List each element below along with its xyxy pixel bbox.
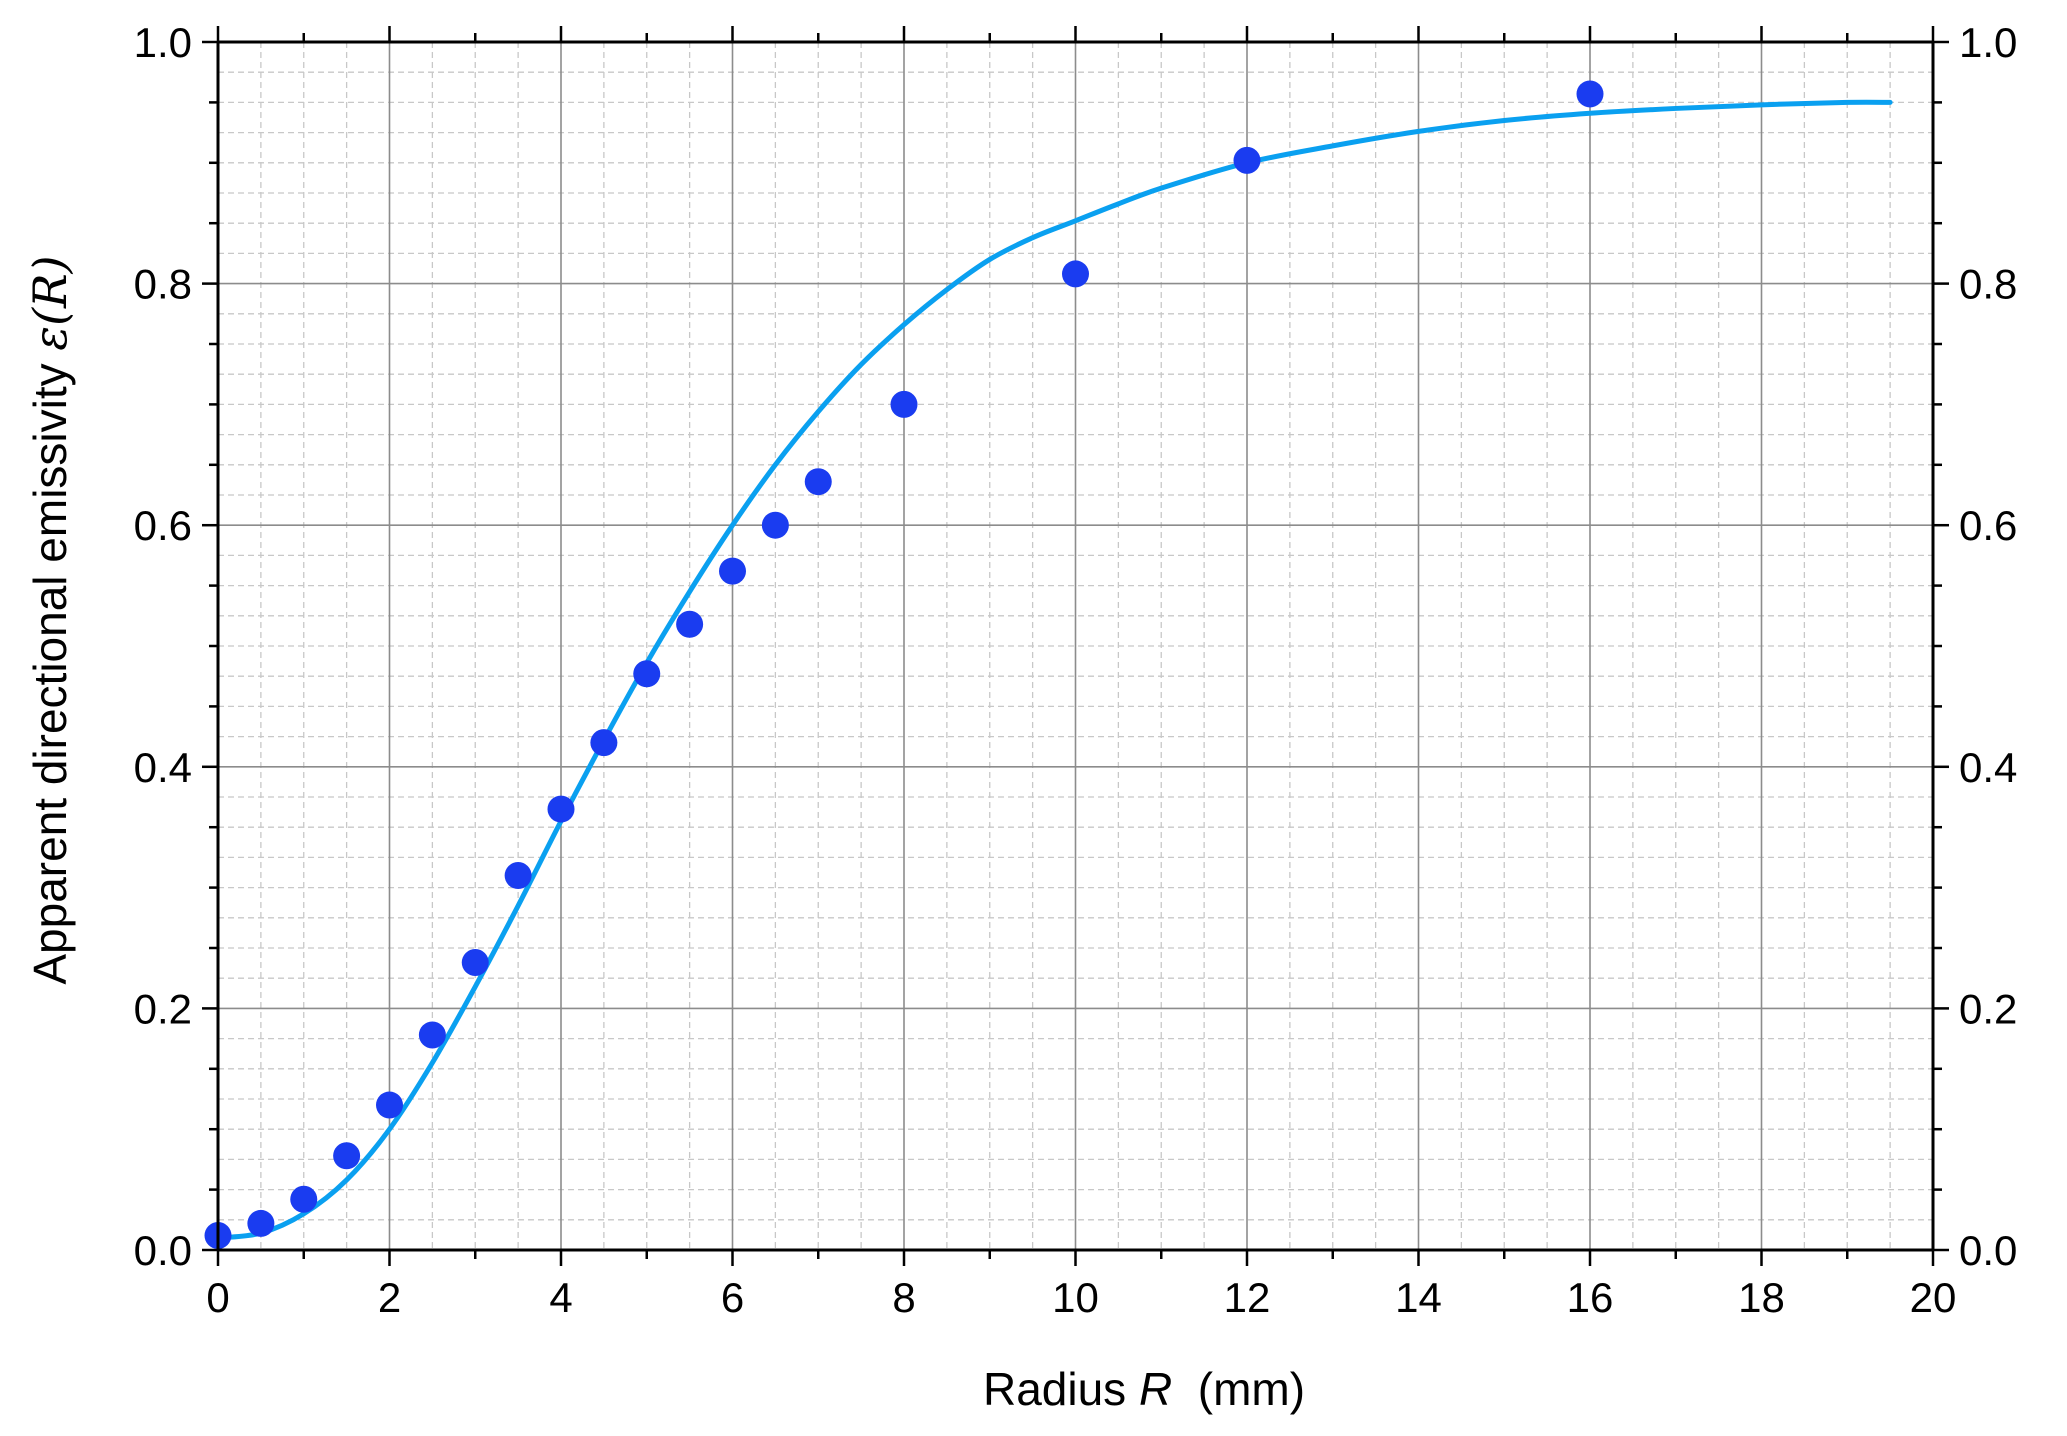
x-tick-label: 0 [206,1274,229,1321]
data-point [804,468,832,496]
data-point [376,1091,403,1119]
x-tick-label: 18 [1738,1274,1785,1321]
data-point [590,729,618,757]
data-point [1062,260,1089,288]
tick-labels: 0 2 4 6 8 10 12 14 16 18 200.0 0.00.2 0.20.4 0.40.6 0.… [134,19,2018,1321]
x-tick-label: 8 [892,1274,915,1321]
fit-curve [215,99,1893,1241]
grid [218,42,1933,1250]
fit-curve-layer [215,99,1893,1241]
x-tick-label: 10 [1052,1274,1099,1321]
x-axis-title: Radius R (mm) [983,1363,1305,1415]
y-tick-label: 0.2 [134,985,192,1032]
data-point [290,1185,318,1213]
y-tick-label-right: 0.6 [1959,502,2017,549]
y-tick-label-right: 0.8 [1959,261,2017,308]
data-point [547,795,575,823]
x-tick-label: 6 [721,1274,744,1321]
data-point [504,862,532,890]
x-tick-label: 4 [549,1274,572,1321]
data-point [1233,146,1261,174]
y-tick-label-right: 0.2 [1959,985,2017,1032]
x-tick-label: 14 [1395,1274,1442,1321]
y-axis-title: Apparent directional emissivity ε(R) [23,255,77,984]
data-point [418,1021,446,1049]
data-point [247,1209,275,1237]
y-tick-label: 1.0 [134,19,192,66]
y-tick-label-right: 0.4 [1959,744,2017,791]
y-tick-label-right: 0.0 [1959,1227,2017,1274]
data-point [890,390,918,418]
y-tick-label: 0.4 [134,744,192,791]
x-tick-label: 2 [378,1274,401,1321]
data-point [633,660,661,688]
y-tick-label: 0.0 [134,1227,192,1274]
y-tick-label: 0.8 [134,261,192,308]
data-point [719,557,746,585]
y-tick-label: 0.6 [134,502,192,549]
data-point [1576,80,1604,108]
x-tick-label: 20 [1910,1274,1957,1321]
data-point [333,1142,361,1170]
tick-marks [202,26,1949,1266]
x-tick-label: 16 [1567,1274,1614,1321]
data-point [761,511,789,539]
y-tick-label-right: 1.0 [1959,19,2017,66]
data-point [461,948,489,976]
data-point [676,610,704,638]
x-tick-label: 12 [1224,1274,1271,1321]
